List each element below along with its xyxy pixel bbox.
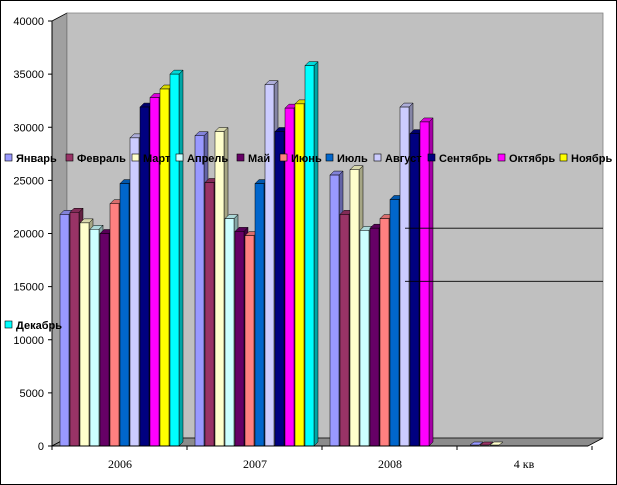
x-axis: 2006 2007 2008 4 кв xyxy=(51,445,593,471)
legend-item: Февраль xyxy=(65,153,126,165)
legend-label: Октябрь xyxy=(509,153,555,165)
legend-label: Июнь xyxy=(291,153,322,165)
bar xyxy=(169,69,184,447)
y-tick-label: 5000 xyxy=(20,388,44,400)
y-tick-label: 15000 xyxy=(13,282,44,294)
x-tick-label: 4 кв xyxy=(514,457,535,471)
bar xyxy=(304,61,319,447)
legend-label: Август xyxy=(385,153,422,165)
legend-item: Январь xyxy=(4,153,57,165)
legend-label: Июль xyxy=(337,153,368,165)
legend-item: Октябрь xyxy=(497,153,555,165)
legend-swatch xyxy=(427,153,436,162)
y-tick-label: 40000 xyxy=(13,16,44,28)
bar xyxy=(489,441,504,446)
x-tick-label: 2006 xyxy=(108,457,132,471)
legend-swatch xyxy=(175,153,184,162)
legend-swatch xyxy=(559,153,568,162)
y-tick-label: 0 xyxy=(38,441,44,453)
legend-label: Декабрь xyxy=(16,320,62,332)
y-tick-label: 30000 xyxy=(13,122,44,134)
legend-item: Ноябрь xyxy=(559,153,612,165)
bar xyxy=(479,441,494,446)
legend-label: Ноябрь xyxy=(571,153,612,165)
legend-item: Август xyxy=(373,153,422,165)
legend-swatch xyxy=(373,153,382,162)
bar xyxy=(419,117,434,447)
legend-swatch xyxy=(279,153,288,162)
legend-swatch xyxy=(4,153,13,162)
legend-item: Июнь xyxy=(279,153,322,165)
legend-swatch xyxy=(131,153,140,162)
legend-swatch xyxy=(236,153,245,162)
legend-item: Сентябрь xyxy=(427,153,492,165)
y-axis: 0 5000 10000 15000 20000 25000 30000 35000 40000 xyxy=(13,16,53,453)
y-tick-label: 10000 xyxy=(13,335,44,347)
legend-label: Январь xyxy=(16,153,57,165)
legend-label: Апрель xyxy=(187,153,228,165)
legend: Январь Февраль Март Апрель Май Июнь Июль Август… xyxy=(4,153,612,332)
legend-swatch xyxy=(4,320,13,329)
legend-item: Июль xyxy=(325,153,368,165)
y-tick-label: 25000 xyxy=(13,175,44,187)
legend-item: Апрель xyxy=(175,153,228,165)
x-tick-label: 2008 xyxy=(378,457,402,471)
legend-label: Март xyxy=(143,153,171,165)
y-tick-label: 35000 xyxy=(13,69,44,81)
legend-swatch xyxy=(497,153,506,162)
legend-label: Май xyxy=(248,153,270,165)
legend-item: Декабрь xyxy=(4,320,62,332)
legend-label: Февраль xyxy=(77,153,126,165)
legend-swatch xyxy=(65,153,74,162)
x-tick-label: 2007 xyxy=(243,457,267,471)
legend-item: Март xyxy=(131,153,171,165)
bar xyxy=(469,441,484,446)
bars xyxy=(59,61,603,447)
legend-item: Май xyxy=(236,153,270,165)
legend-swatch xyxy=(325,153,334,162)
y-tick-label: 20000 xyxy=(13,229,44,241)
legend-label: Сентябрь xyxy=(439,153,492,165)
